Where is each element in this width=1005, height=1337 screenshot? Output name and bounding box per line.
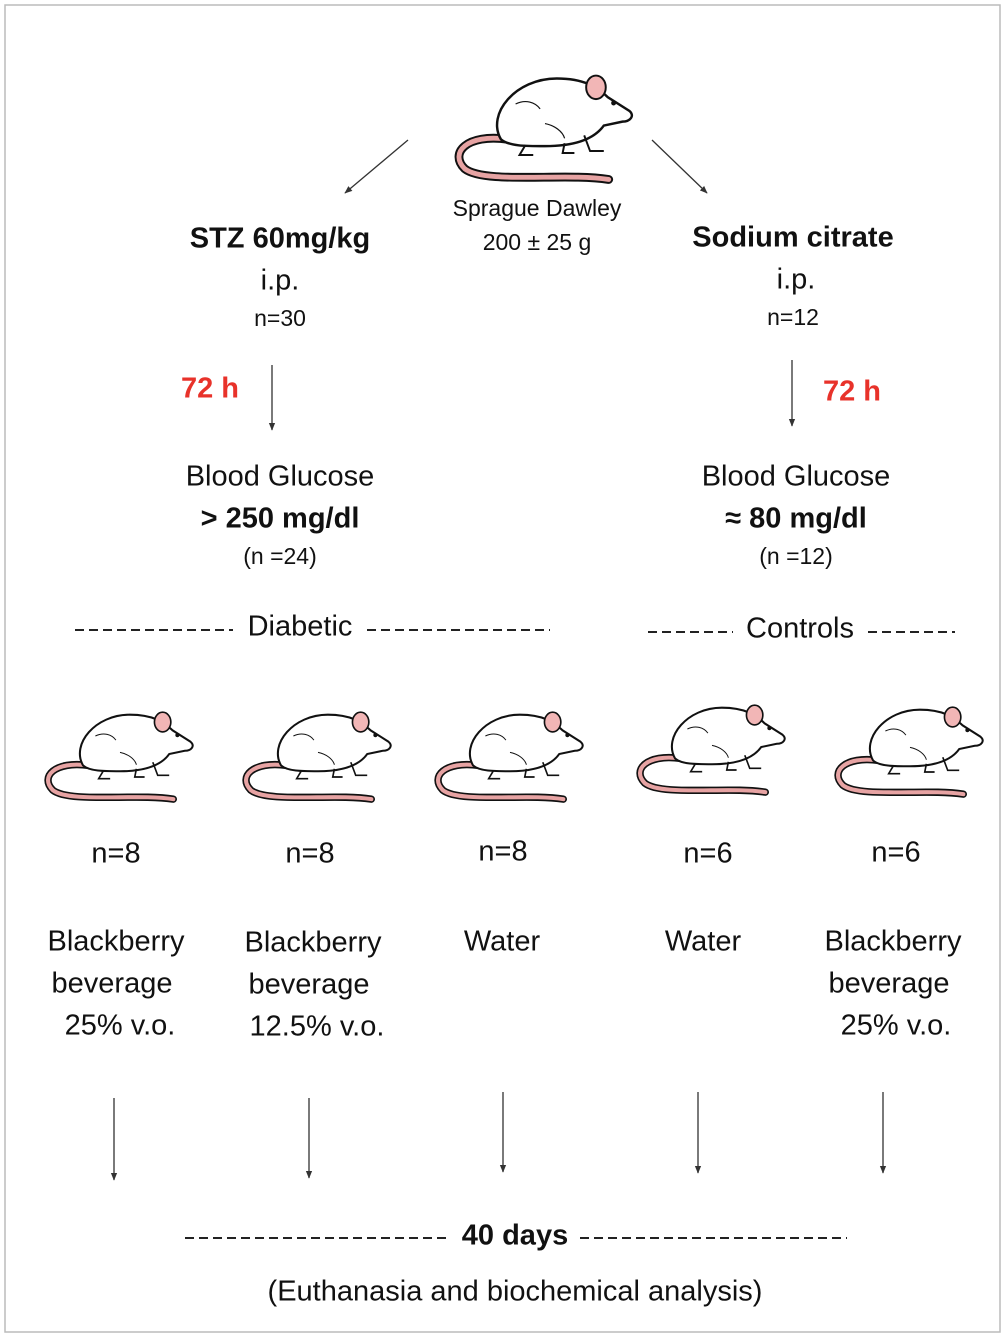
page: Sprague Dawley 200 ± 25 g STZ 60mg/kg i.… [0, 0, 1005, 1337]
arrow [652, 140, 707, 193]
route: i.p. [777, 264, 816, 296]
group-text: Water [464, 926, 541, 958]
group-text: 25% v.o. [65, 1010, 176, 1042]
rat [838, 707, 983, 794]
group-n: n=6 [683, 838, 732, 870]
route: i.p. [261, 265, 300, 297]
group-text: 25% v.o. [841, 1010, 952, 1042]
rat [640, 705, 785, 792]
group-text: Blackberry [825, 926, 962, 958]
footer-note: (Euthanasia and biochemical analysis) [268, 1276, 763, 1308]
group-text: Blackberry [245, 927, 382, 959]
glucose-value: > 250 mg/dl [201, 503, 360, 535]
source-weight: 200 ± 25 g [483, 229, 592, 255]
group-n: n=8 [91, 838, 140, 870]
wait-time: 72 h [181, 373, 239, 405]
n-selected: (n =24) [243, 543, 317, 569]
group-text: Water [665, 926, 742, 958]
glucose-value: ≈ 80 mg/dl [725, 503, 867, 535]
n-selected: (n =12) [759, 543, 833, 569]
group-text: Blackberry [48, 926, 185, 958]
duration: 40 days [462, 1220, 568, 1252]
group-label: Diabetic [248, 611, 353, 643]
rat [48, 712, 193, 799]
n-count: n=30 [254, 305, 306, 331]
diagram: Sprague Dawley 200 ± 25 g STZ 60mg/kg i.… [0, 0, 1005, 1337]
arrow [345, 140, 408, 193]
group-text: beverage [52, 968, 173, 1000]
wait-time: 72 h [823, 376, 881, 408]
rat [438, 712, 583, 799]
treatment: STZ 60mg/kg [190, 223, 371, 255]
n-count: n=12 [767, 304, 819, 330]
source-label: Sprague Dawley [453, 195, 622, 221]
glucose-label: Blood Glucose [186, 461, 375, 493]
group-n: n=8 [478, 836, 527, 868]
rat-source [459, 76, 632, 180]
group-text: beverage [249, 969, 370, 1001]
group-n: n=8 [285, 838, 334, 870]
treatment: Sodium citrate [692, 222, 893, 254]
rat [246, 712, 391, 799]
group-n: n=6 [871, 837, 920, 869]
glucose-label: Blood Glucose [702, 461, 891, 493]
group-text: 12.5% v.o. [250, 1011, 385, 1043]
group-label: Controls [746, 613, 854, 645]
group-text: beverage [829, 968, 950, 1000]
